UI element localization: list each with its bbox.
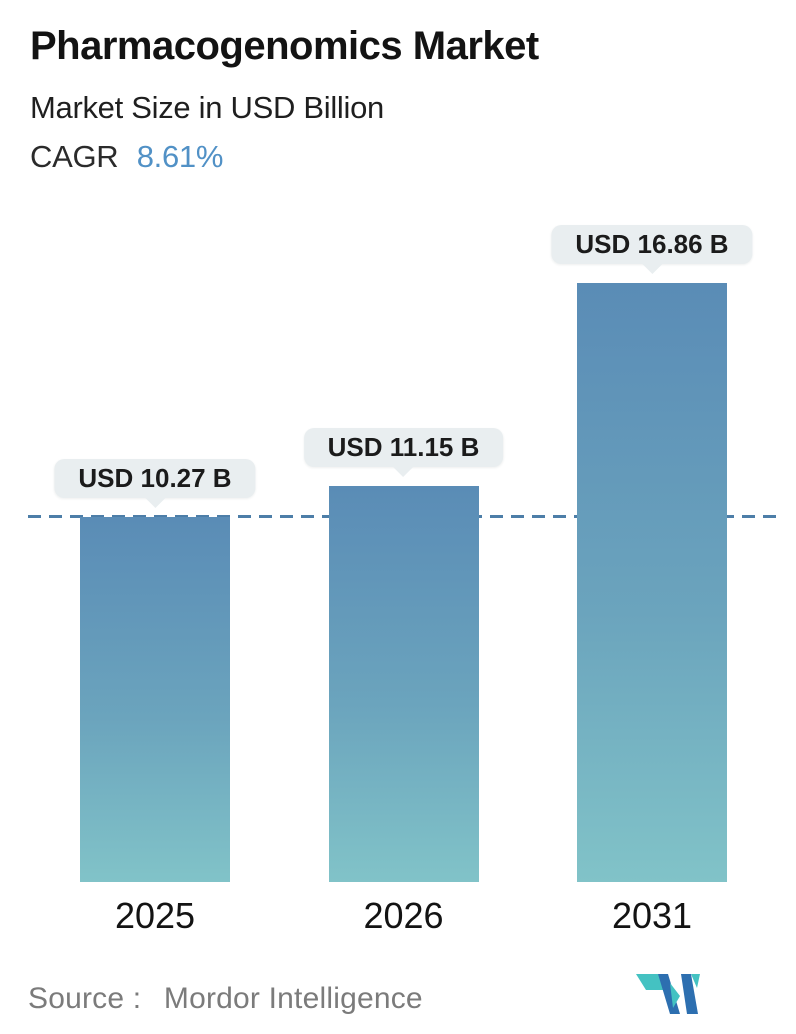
logo-teal-topright-shape: [691, 974, 700, 988]
chart-footer: Source : Mordor Intelligence: [28, 974, 768, 1016]
bubble-tail-icon: [143, 496, 167, 508]
bubble-tail-icon: [391, 465, 416, 477]
bar-2025: [80, 517, 230, 882]
page-title: Pharmacogenomics Market: [30, 24, 539, 68]
x-axis-label-2025: 2025: [114, 895, 196, 936]
source-text: Source : Mordor Intelligence: [28, 982, 423, 1015]
value-label-bubble-2026: USD 11.15 B: [303, 428, 504, 477]
cagr-row: CAGR 8.61%: [30, 139, 539, 175]
bar-2026: [328, 486, 479, 882]
value-label-text: USD 10.27 B: [78, 463, 232, 493]
mordor-intelligence-logo-icon: [636, 974, 700, 1014]
chart-header: Pharmacogenomics Market Market Size in U…: [30, 24, 539, 175]
logo-teal-middle-shape: [670, 983, 680, 1008]
cagr-value: 8.61%: [136, 139, 224, 174]
value-label-bubble-2025: USD 10.27 B: [54, 459, 256, 508]
x-axis-label-2031: 2031: [611, 895, 693, 936]
cagr-label: CAGR: [30, 139, 119, 174]
source-label: Source :: [28, 982, 142, 1015]
bar-2031: [577, 283, 727, 882]
value-label-text: USD 16.86 B: [575, 229, 729, 259]
x-axis-label-2026: 2026: [363, 895, 444, 936]
bubble-tail-icon: [640, 262, 664, 274]
value-label-bubble-2031: USD 16.86 B: [551, 225, 753, 274]
chart-subtitle: Market Size in USD Billion: [30, 90, 384, 125]
value-label-text: USD 11.15 B: [327, 432, 480, 462]
source-value: Mordor Intelligence: [163, 982, 423, 1015]
logo-blue-right-shape: [681, 974, 698, 1014]
